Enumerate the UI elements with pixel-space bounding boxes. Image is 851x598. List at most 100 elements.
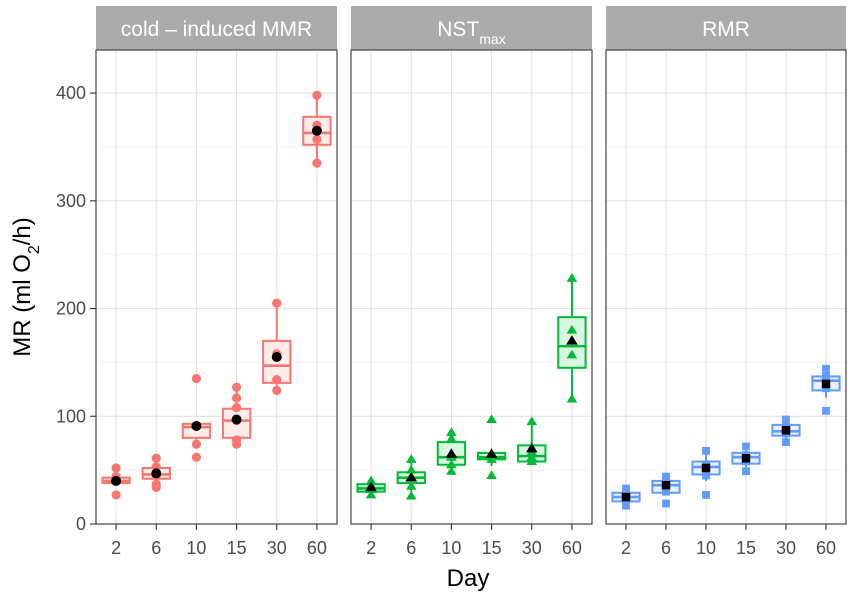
data-point (742, 442, 750, 451)
x-tick-label: 2 (111, 538, 121, 558)
data-point (231, 435, 242, 445)
box-day-10 (436, 427, 467, 475)
data-point (782, 415, 790, 424)
x-tick-label: 6 (661, 538, 671, 558)
data-point (742, 467, 750, 476)
data-point (231, 393, 242, 403)
data-point (312, 158, 322, 168)
y-tick-label: 400 (56, 83, 86, 103)
x-axis-title: Day (447, 565, 490, 592)
box-day-30 (771, 415, 801, 447)
x-tick-label: 30 (267, 538, 287, 558)
data-point (622, 484, 630, 493)
mean-marker (405, 471, 417, 482)
y-tick-label: 300 (56, 191, 86, 211)
data-point (782, 438, 790, 447)
data-point (486, 470, 497, 480)
data-point (702, 491, 710, 499)
mean-marker (151, 468, 162, 479)
facet-strip-label-main: cold – induced MMR (121, 18, 312, 41)
panel-background (96, 50, 337, 524)
y-axis: 0 100 200 300 400 (56, 83, 96, 534)
box-day-2 (101, 463, 131, 500)
y-tick-label: 0 (76, 514, 86, 534)
panel-border (605, 49, 847, 525)
data-point (446, 433, 457, 443)
x-tick-label: 10 (696, 538, 716, 558)
data-point (702, 471, 710, 480)
x-tick-label: 6 (151, 538, 161, 558)
box-day-6 (651, 472, 681, 508)
x-tick-label: 60 (816, 538, 836, 558)
facet-strip (351, 6, 592, 50)
data-point (486, 414, 497, 424)
data-point (365, 489, 377, 499)
box-day-15 (221, 382, 252, 449)
x-tick-label: 15 (227, 538, 247, 558)
box-day-15 (476, 414, 507, 480)
y-axis-title-prefix: MR (ml O (9, 254, 36, 357)
y-axis-title-suffix: /h) (9, 217, 36, 245)
y-axis-title-subscript: 2 (26, 245, 43, 254)
y-tick-label: 100 (56, 406, 86, 426)
data-point (405, 481, 417, 490)
x-tick-label: 10 (186, 538, 206, 558)
box-day-15 (731, 442, 761, 476)
facet-strip-label: RMR (702, 18, 750, 41)
data-point (662, 499, 670, 508)
mean-marker (741, 454, 751, 463)
mean-marker (111, 475, 122, 486)
data-point (272, 298, 282, 308)
mean-marker (821, 379, 831, 389)
data-point (446, 465, 457, 475)
data-point (405, 464, 417, 474)
mean-marker (311, 125, 322, 136)
data-point (822, 406, 830, 415)
data-point (231, 403, 242, 413)
box-day-10 (691, 446, 721, 499)
facet-panel-nstmax: NSTmax 2 6 10 15 30 60 (350, 6, 593, 558)
facet-strip-label-main: RMR (702, 18, 750, 41)
data-point (822, 364, 830, 373)
box-day-2 (356, 475, 386, 499)
box-day-60 (557, 273, 587, 403)
data-point (446, 427, 457, 436)
x-tick-label: 2 (366, 538, 376, 558)
data-point (111, 490, 121, 500)
data-point (662, 487, 670, 496)
box-day-30 (517, 416, 547, 466)
mean-marker (781, 426, 791, 435)
x-tick-label: 10 (441, 538, 461, 558)
box-day-60 (302, 90, 332, 168)
data-point (272, 375, 282, 385)
facet-panel-rmr: RMR 2 6 10 15 30 60 (605, 6, 847, 558)
data-point (191, 373, 202, 384)
mean-marker (485, 448, 498, 458)
data-point (566, 349, 578, 359)
mean-marker (621, 492, 631, 502)
data-point (566, 324, 578, 334)
y-tick-label: 200 (56, 299, 86, 319)
box-day-6 (141, 453, 171, 492)
box-day-2 (611, 484, 641, 510)
data-point (446, 459, 457, 469)
x-tick-label: 15 (736, 538, 756, 558)
data-point (151, 453, 161, 463)
data-point (151, 479, 161, 489)
data-point (822, 384, 830, 393)
y-axis-title-text: MR (ml O2/h) (9, 217, 43, 357)
mean-marker (191, 420, 202, 431)
mean-marker (231, 414, 242, 425)
box-day-30 (262, 298, 292, 396)
facet-strip-label: cold – induced MMR (121, 18, 312, 41)
facet-strip-label-main: NST (437, 18, 479, 41)
data-point (526, 451, 538, 461)
x-tick-label: 60 (562, 538, 582, 558)
data-point (191, 452, 202, 462)
data-point (272, 385, 282, 396)
data-point (702, 446, 710, 455)
x-tick-label: 2 (621, 538, 631, 558)
data-point (622, 501, 630, 510)
panel-border (95, 49, 338, 525)
